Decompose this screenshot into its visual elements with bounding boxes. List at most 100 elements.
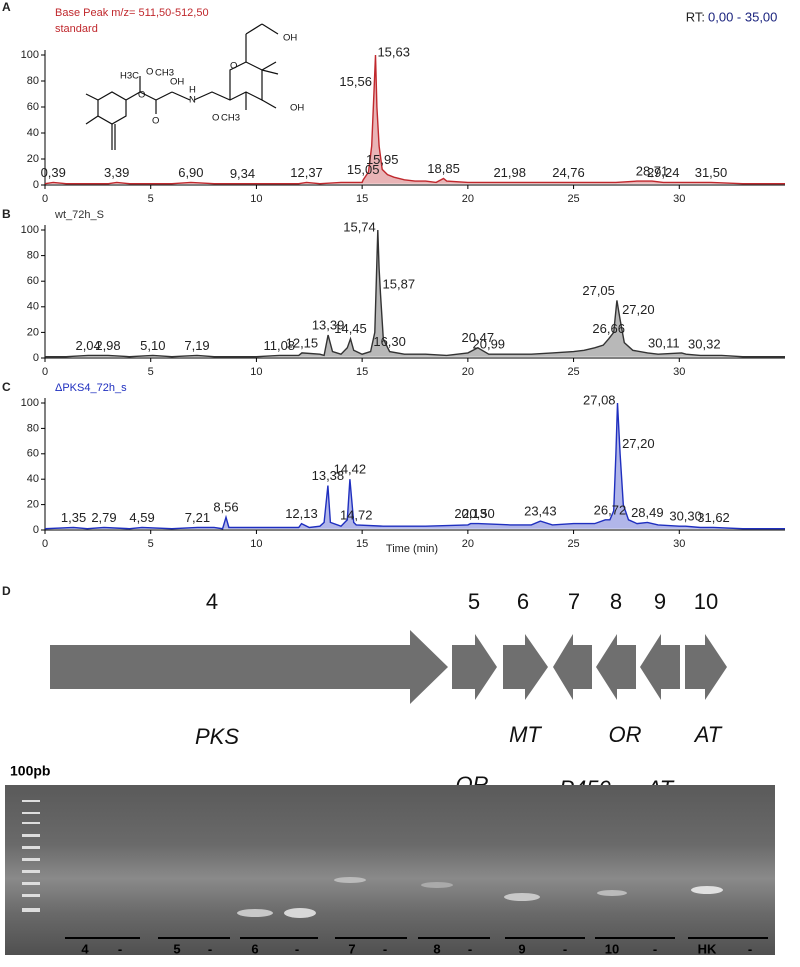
peak-label: 27,05: [582, 283, 615, 298]
y-tick-label: 20: [27, 153, 39, 165]
x-tick-label: 30: [673, 193, 685, 205]
peak-label: 5,10: [140, 338, 165, 353]
peak-label: 9,34: [230, 166, 255, 181]
x-tick-label: 20: [462, 366, 474, 378]
peak-label: 8,56: [213, 500, 238, 515]
peak-label: 14,45: [334, 321, 367, 336]
y-tick-label: 100: [21, 397, 39, 409]
gel-bands: [22, 800, 723, 918]
gene-number: 4: [206, 589, 218, 614]
gene-number: 8: [610, 589, 622, 614]
peak-label: 0,39: [41, 165, 66, 180]
lane-label: -: [653, 941, 657, 956]
panel-title: Base Peak m/z= 511,50-512,50: [55, 7, 209, 19]
y-tick-label: 60: [27, 448, 39, 460]
structure-label: H: [189, 85, 196, 96]
peak-label: 30,32: [688, 337, 721, 352]
y-tick-label: 60: [27, 275, 39, 287]
peak-label: 2,04: [75, 338, 100, 353]
x-tick-label: 15: [356, 366, 368, 378]
lane-label: -: [295, 941, 299, 956]
structure-label: OH: [290, 103, 304, 114]
lane-label: -: [563, 941, 567, 956]
y-tick-label: 0: [33, 524, 39, 536]
lane-label: 4: [81, 941, 89, 956]
y-tick-label: 80: [27, 75, 39, 87]
peak-label: 24,76: [552, 165, 585, 180]
ladder-label: 100pb: [10, 763, 50, 779]
gene-arrows: [50, 630, 727, 704]
peak-label: 28,49: [631, 505, 664, 520]
structure-label: CH3: [221, 113, 240, 124]
peak-label: 16,30: [373, 334, 406, 349]
peak-label: 15,05: [347, 162, 380, 177]
x-tick-label: 5: [148, 538, 154, 550]
gene-number: 7: [568, 589, 580, 614]
peak-label: 12,13: [285, 506, 318, 521]
lane-label: 5: [173, 941, 180, 956]
gene-number: 10: [694, 589, 718, 614]
peak-label: 2,98: [95, 338, 120, 353]
peak-label: 23,43: [524, 504, 557, 519]
peak-label: 15,95: [366, 152, 399, 167]
trace: [45, 229, 785, 358]
peak-label: 29,24: [647, 165, 680, 180]
panel-subtitle: standard: [55, 23, 98, 35]
peak-label: 20,47: [462, 330, 495, 345]
x-tick-label: 20: [462, 538, 474, 550]
panel-letter: C: [2, 380, 11, 394]
lane-label: -: [468, 941, 472, 956]
lane-label: 10: [605, 941, 619, 956]
peak-label: 15,74: [343, 219, 376, 234]
peak-label: 27,20: [622, 302, 655, 317]
y-tick-label: 60: [27, 101, 39, 113]
x-tick-label: 20: [462, 193, 474, 205]
peak-label: 12,37: [290, 165, 323, 180]
structure-label: H3C: [120, 71, 139, 82]
gel-image: [5, 785, 775, 955]
peak-label: 18,85: [427, 161, 460, 176]
peak-label: 14,42: [334, 462, 367, 477]
structure-label: N: [189, 95, 196, 106]
y-tick-label: 0: [33, 179, 39, 191]
peak-label: 31,62: [697, 510, 730, 525]
gene-name: MT: [509, 722, 542, 747]
gene-number: 9: [654, 589, 666, 614]
lane-label: 9: [518, 941, 525, 956]
structure-label: O: [152, 116, 159, 127]
peak-label: 14,72: [340, 507, 373, 522]
structure-label: OH: [283, 33, 297, 44]
x-tick-label: 30: [673, 366, 685, 378]
x-tick-label: 0: [42, 193, 48, 205]
trace: [44, 54, 785, 185]
gene-name: OR: [609, 722, 642, 747]
structure-label: O: [138, 90, 145, 101]
x-tick-label: 25: [567, 193, 579, 205]
y-tick-label: 40: [27, 301, 39, 313]
lane-label: -: [748, 941, 752, 956]
peak-label: 30,30: [669, 509, 702, 524]
peak-label: 30,11: [648, 335, 680, 350]
peak-label: 2,79: [91, 510, 116, 525]
peak-label: 13,38: [312, 468, 345, 483]
peak-label: 4,59: [129, 510, 154, 525]
peak-label: 15,63: [377, 44, 410, 59]
lane-label: -: [208, 941, 212, 956]
peak-label: 11,08: [263, 338, 295, 353]
lane-label: 8: [433, 941, 440, 956]
panel-title: ΔPKS4_72h_s: [55, 382, 127, 394]
x-tick-label: 10: [250, 366, 262, 378]
y-tick-label: 0: [33, 352, 39, 364]
x-tick-label: 30: [673, 538, 685, 550]
y-tick-label: 20: [27, 326, 39, 338]
lane-label: -: [118, 941, 122, 956]
lane-label: HK: [698, 941, 717, 956]
x-tick-label: 15: [356, 538, 368, 550]
x-tick-label: 10: [250, 538, 262, 550]
peak-label: 27,08: [583, 392, 616, 407]
structure-label: CH3: [155, 68, 174, 79]
lane-label: 7: [348, 941, 355, 956]
peak-label: 7,19: [184, 338, 209, 353]
x-axis-label: Time (min): [386, 543, 438, 555]
